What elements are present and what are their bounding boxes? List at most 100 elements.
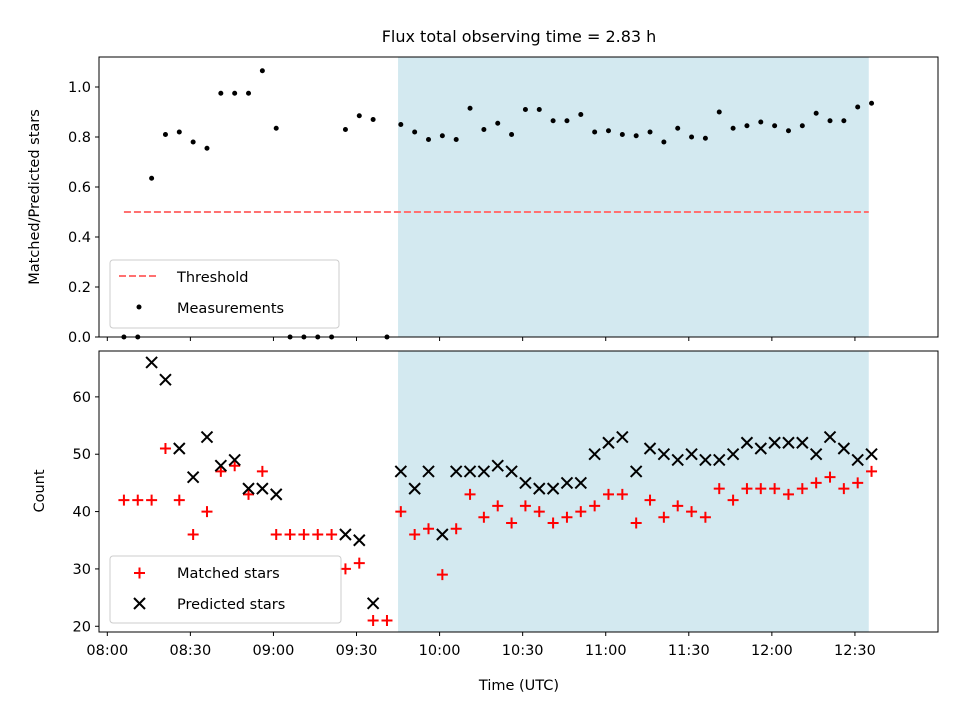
matched-star-point [243,488,255,500]
matched-star-point [699,511,711,523]
matched-star-point [492,500,504,512]
measurement-point [273,125,279,131]
y-tick-label: 0.4 [68,230,91,246]
observing-span [398,351,869,632]
matched-star-point [132,494,144,506]
x-tick-label: 10:30 [502,643,544,659]
measurement-point [758,119,764,125]
measurement-point [536,107,542,112]
predicted-star-point [560,476,574,490]
matched-star-point [450,523,462,535]
matched-star-point [727,494,739,506]
matched-star-point [256,465,268,477]
predicted-star-point [186,470,200,484]
x-tick-label: 08:30 [169,643,211,659]
matched-star-point [866,465,878,477]
x-tick-label: 11:00 [585,643,627,659]
predicted-star-point [353,534,366,547]
measurement-point [218,90,224,96]
predicted-star-point [671,453,684,467]
predicted-star-point [837,442,851,455]
matched-star-point [782,488,794,500]
y-tick-label: 0.8 [68,130,91,146]
y-tick-label: 60 [73,390,91,406]
measurement-point [772,123,778,129]
measurement-point [453,137,459,142]
matched-star-point [326,529,338,541]
predicted-star-point [477,465,491,478]
measurement-point [509,132,515,137]
predicted-star-point [145,356,158,369]
predicted-star-point [173,442,186,455]
matched-star-point [464,488,476,500]
matched-star-point [575,506,587,518]
x-tick-label: 10:00 [419,643,461,659]
ratio-legend-box [109,259,340,329]
predicted-star-point [339,528,352,541]
matched-star-point [409,529,421,541]
matched-legend-swatch [134,567,145,579]
predicted-star-point [270,488,283,501]
predicted-star-point [394,465,408,478]
count-panel: 20 30 40 50 60 08:00 08:30 09:00 09:30 10:00 10:3… [32,350,939,694]
measurement-point [702,135,708,141]
measurement-point [785,128,791,134]
matched-star-point [769,483,781,495]
predicted-star-point [546,482,560,495]
matched-star-point [686,506,698,518]
matched-star-point [339,563,351,575]
predicted-star-point [366,597,380,610]
predicted-star-point [809,448,823,461]
measurement-point [481,127,487,132]
predicted-star-point [823,430,837,444]
measurement-point [439,133,445,139]
matched-star-point [824,471,836,483]
predicted-star-point [491,459,504,472]
matched-star-point [229,460,241,472]
matched-star-point [713,483,725,495]
predicted-star-point [436,528,449,541]
measurement-point [370,117,376,122]
measurement-point [398,122,404,127]
measurement-point [246,90,252,96]
measurement-point [799,123,805,129]
predicted-star-point [865,448,878,461]
measurement-point [855,104,861,110]
matched-star-point [838,483,850,495]
matched-star-point [810,477,822,489]
measurement-point [592,129,598,135]
matched-star-point [395,506,407,518]
predicted-star-point [505,465,518,478]
matched-star-point [852,477,864,489]
matched-star-point [298,529,310,541]
predicted-star-point [643,442,657,455]
matched-star-point [478,511,490,523]
measurement-point [564,118,570,124]
predicted-star-point [768,436,781,449]
predicted-star-point [754,442,767,455]
measurement-point [647,129,653,135]
matched-star-point [672,500,684,512]
matched-star-point [159,442,171,454]
predicted-star-point [796,436,809,449]
predicted-star-point [602,436,615,449]
predicted-star-point [851,453,864,467]
predicted-star-point [242,482,255,495]
matched-star-point [630,517,642,529]
predicted-star-point [228,453,241,467]
measurement-point [689,134,695,140]
matched-star-point [423,523,435,535]
matched-star-point [270,529,282,541]
predicted-star-point [657,448,671,461]
ratio-y-axis-label: Matched/Predicted stars [27,109,43,285]
matched-star-point [312,529,324,541]
predicted-star-point [449,465,463,478]
measurement-point [827,118,833,124]
measurement-point [176,129,182,135]
predicted-star-point [422,465,435,478]
measurement-point [578,112,584,117]
measurement-point [467,105,473,111]
matched-star-point [602,488,614,500]
measurement-point [204,145,210,151]
